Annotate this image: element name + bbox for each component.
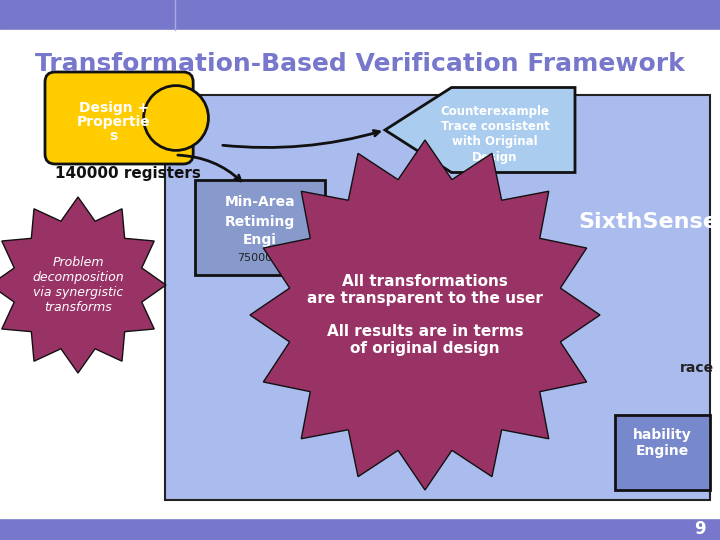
- Bar: [615, 415, 710, 490]
- Text: with Original: with Original: [452, 136, 538, 148]
- Text: Counterexample: Counterexample: [441, 105, 549, 118]
- Text: s: s: [109, 129, 118, 143]
- Text: Trace consistent: Trace consistent: [441, 120, 549, 133]
- Polygon shape: [385, 87, 575, 172]
- Text: Engi: Engi: [243, 233, 277, 247]
- Text: 140000 registers: 140000 registers: [55, 166, 201, 181]
- Text: Design: Design: [472, 151, 518, 164]
- Polygon shape: [0, 197, 166, 373]
- Bar: [195, 180, 325, 275]
- Text: Problem
decomposition
via synergistic
transforms: Problem decomposition via synergistic tr…: [32, 256, 124, 314]
- Text: SixthSense: SixthSense: [578, 212, 718, 232]
- Text: All transformations
are transparent to the user: All transformations are transparent to t…: [307, 274, 543, 306]
- Polygon shape: [250, 140, 600, 490]
- Text: Propertie: Propertie: [77, 115, 150, 129]
- Bar: [165, 95, 710, 500]
- Text: 9: 9: [694, 520, 706, 538]
- Text: hability
Engine: hability Engine: [633, 428, 692, 458]
- Text: Design +: Design +: [78, 101, 149, 115]
- Bar: [0, 0, 720, 30]
- Ellipse shape: [144, 86, 209, 151]
- Bar: [0, 518, 720, 540]
- Text: race: race: [680, 361, 714, 375]
- Text: 75000...: 75000...: [237, 253, 283, 263]
- FancyBboxPatch shape: [45, 72, 193, 164]
- Text: Min-Area: Min-Area: [225, 195, 295, 209]
- Text: Retiming: Retiming: [225, 215, 295, 229]
- Text: Transformation-Based Verification Framework: Transformation-Based Verification Framew…: [35, 52, 685, 76]
- Text: All results are in terms
of original design: All results are in terms of original des…: [327, 324, 523, 356]
